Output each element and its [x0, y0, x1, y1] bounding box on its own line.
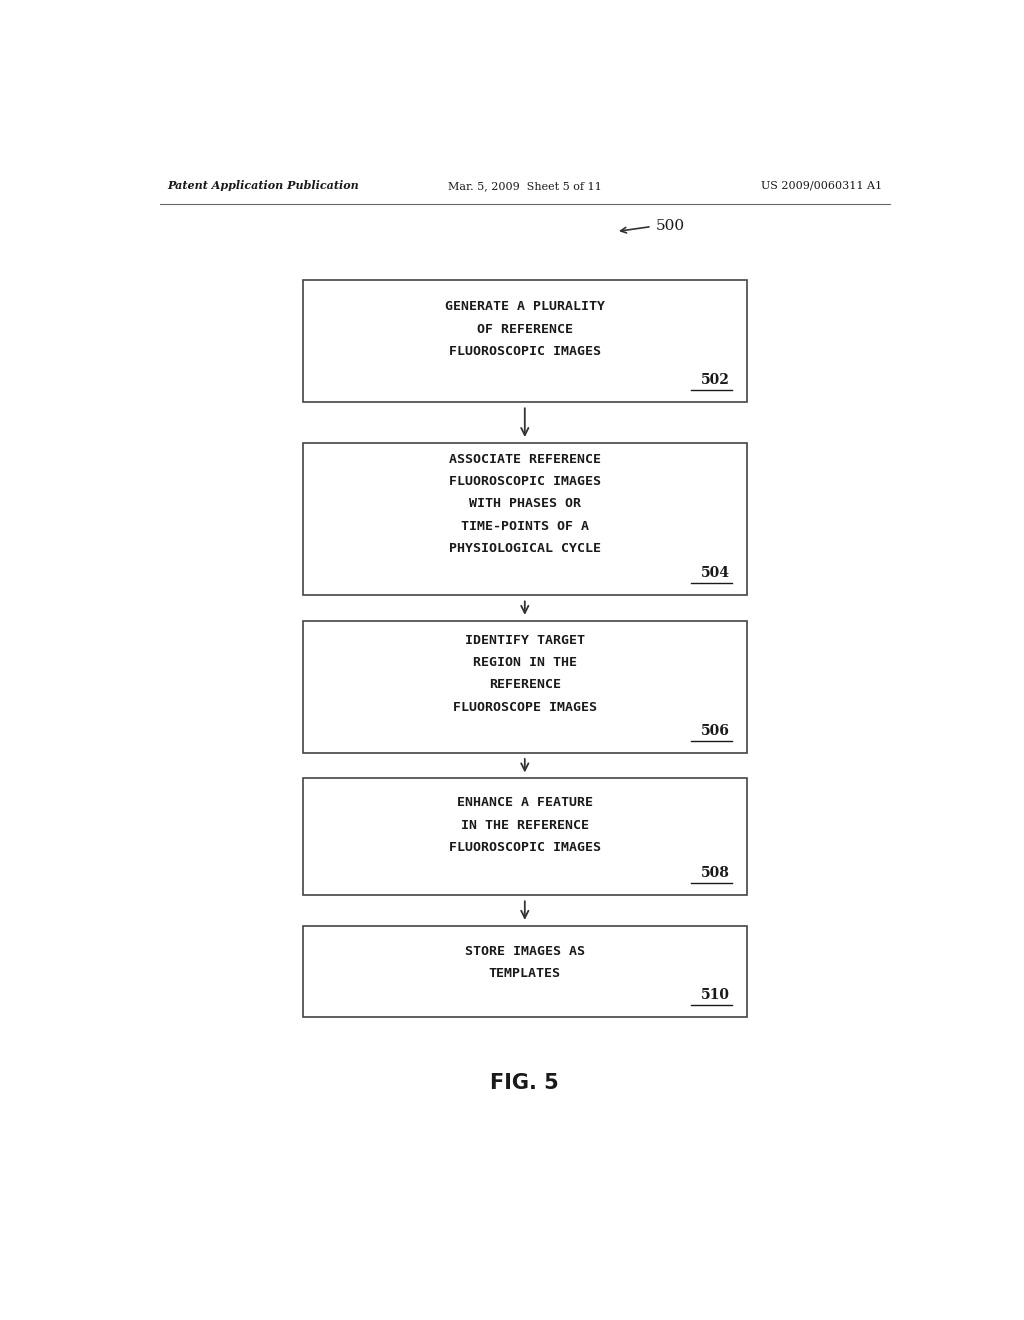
- Text: OF REFERENCE: OF REFERENCE: [477, 322, 572, 335]
- Text: PHYSIOLOGICAL CYCLE: PHYSIOLOGICAL CYCLE: [449, 543, 601, 556]
- Text: 508: 508: [700, 866, 729, 880]
- Text: 504: 504: [700, 566, 729, 579]
- Text: IDENTIFY TARGET: IDENTIFY TARGET: [465, 634, 585, 647]
- Bar: [303, 779, 748, 895]
- Text: ENHANCE A FEATURE: ENHANCE A FEATURE: [457, 796, 593, 809]
- Text: FLUOROSCOPIC IMAGES: FLUOROSCOPIC IMAGES: [449, 841, 601, 854]
- Text: FIG. 5: FIG. 5: [490, 1073, 559, 1093]
- Text: 500: 500: [655, 219, 685, 234]
- Text: 510: 510: [700, 987, 729, 1002]
- Text: 506: 506: [700, 723, 729, 738]
- Text: Patent Application Publication: Patent Application Publication: [168, 181, 359, 191]
- Bar: [303, 620, 748, 752]
- Text: Mar. 5, 2009  Sheet 5 of 11: Mar. 5, 2009 Sheet 5 of 11: [447, 181, 602, 191]
- Text: FLUOROSCOPIC IMAGES: FLUOROSCOPIC IMAGES: [449, 475, 601, 488]
- Text: ASSOCIATE REFERENCE: ASSOCIATE REFERENCE: [449, 453, 601, 466]
- Text: GENERATE A PLURALITY: GENERATE A PLURALITY: [444, 300, 605, 313]
- Text: FLUOROSCOPIC IMAGES: FLUOROSCOPIC IMAGES: [449, 345, 601, 358]
- Text: IN THE REFERENCE: IN THE REFERENCE: [461, 818, 589, 832]
- Bar: [303, 280, 748, 403]
- Text: REFERENCE: REFERENCE: [488, 678, 561, 692]
- Text: FLUOROSCOPE IMAGES: FLUOROSCOPE IMAGES: [453, 701, 597, 714]
- Text: WITH PHASES OR: WITH PHASES OR: [469, 498, 581, 511]
- Text: REGION IN THE: REGION IN THE: [473, 656, 577, 669]
- Text: 502: 502: [700, 374, 729, 387]
- Bar: [303, 444, 748, 595]
- Text: TEMPLATES: TEMPLATES: [488, 968, 561, 979]
- Bar: [303, 925, 748, 1018]
- Text: US 2009/0060311 A1: US 2009/0060311 A1: [761, 181, 882, 191]
- Text: TIME-POINTS OF A: TIME-POINTS OF A: [461, 520, 589, 533]
- Text: STORE IMAGES AS: STORE IMAGES AS: [465, 945, 585, 958]
